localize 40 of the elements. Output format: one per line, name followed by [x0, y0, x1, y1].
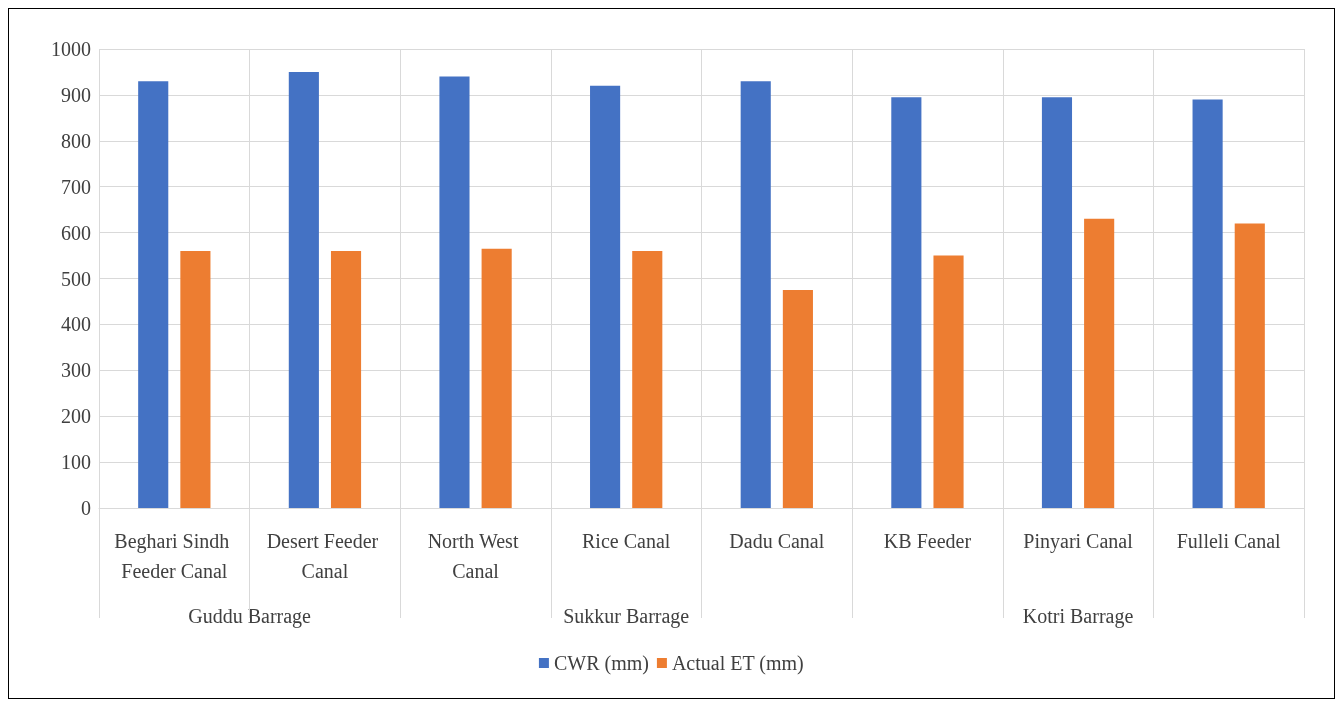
legend-label: CWR (mm): [553, 652, 649, 675]
bar: [1041, 97, 1073, 508]
y-tick-label: 1000: [51, 38, 91, 60]
bar: [1192, 99, 1223, 508]
x-tick-label: Pinyari Canal: [1023, 530, 1134, 553]
bar: [782, 289, 813, 508]
y-tick-label: 500: [61, 267, 91, 290]
y-tick-label: 400: [61, 313, 91, 336]
text: Kotri Barrage: [1022, 605, 1134, 628]
bar: [740, 81, 771, 508]
bar: [590, 85, 621, 508]
bar: [288, 71, 319, 508]
bar: [138, 81, 169, 508]
x-tick-label: Beghari Sindh Feeder Canal: [114, 530, 235, 582]
y-tick-label: 900: [61, 83, 91, 106]
y-tick-label: 100: [61, 451, 91, 474]
bar: [330, 250, 362, 508]
bar: [1084, 218, 1115, 508]
text: Sukkur Barrage: [563, 605, 690, 628]
y-tick-label: 300: [61, 359, 91, 382]
bar: [632, 250, 663, 508]
y-tick-label: 700: [61, 175, 91, 198]
bar: [180, 250, 211, 508]
y-tick-label: 200: [61, 405, 91, 428]
legend-label: Actual ET (mm): [671, 652, 804, 675]
x-tick-label: Rice Canal: [582, 530, 671, 552]
bar: [481, 248, 512, 508]
x-tick-label: KB Feeder: [883, 530, 972, 552]
text: Guddu Barrage: [188, 605, 312, 628]
x-tick-label: Dadu Canal: [729, 530, 825, 552]
y-tick-label: 600: [61, 221, 91, 244]
x-tick-label: Fulleli Canal: [1176, 530, 1282, 552]
bar: [933, 255, 964, 508]
bar: [1234, 223, 1265, 508]
x-tick-label: Desert Feeder Canal: [266, 530, 384, 582]
y-tick-label: 0: [81, 497, 91, 519]
bar: [891, 97, 922, 508]
x-tick-label: North West Canal: [427, 530, 524, 582]
y-tick-label: 800: [61, 129, 91, 152]
bar: [439, 76, 470, 508]
